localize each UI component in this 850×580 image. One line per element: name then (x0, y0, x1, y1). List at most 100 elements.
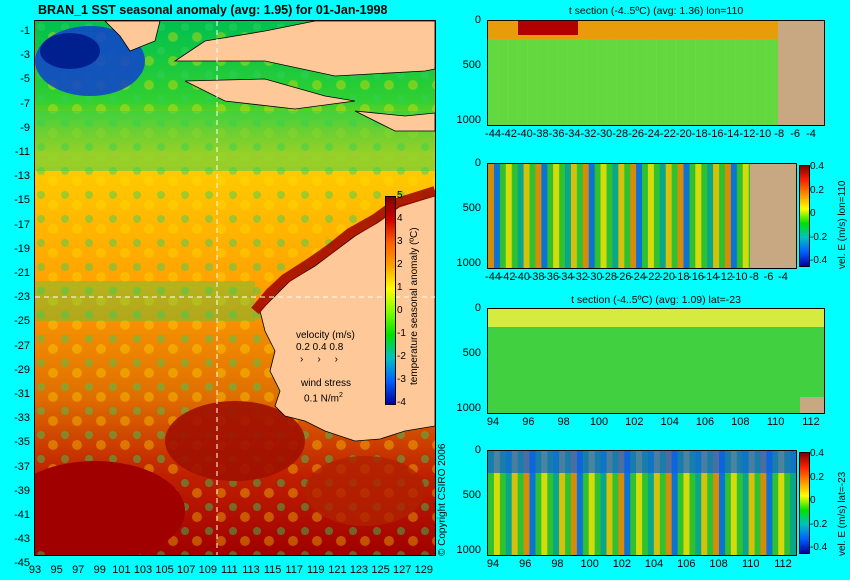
section-x-tick: -24 (630, 271, 646, 283)
section-x-tick: -12 (739, 128, 756, 140)
section-x-tick: -30 (596, 128, 613, 140)
section-x-tick: -36 (543, 271, 559, 283)
section-colorbar-label: vel. E (m/s) lat=-23 (837, 471, 848, 556)
map-x-tick: 101 (112, 564, 131, 576)
map-colorbar-tick: 4 (397, 213, 403, 224)
map-y-tick: -41 (14, 509, 30, 521)
section-y-tick: 1000 (456, 544, 481, 556)
section-y-tick: 0 (474, 444, 481, 456)
map-y-tick: -33 (14, 412, 30, 425)
section-colorbar-tick: -0.4 (810, 542, 828, 553)
section-x-tick: 96 (519, 558, 532, 570)
section-x-tick: 106 (695, 416, 715, 428)
section-x-tick: -8 (774, 128, 785, 140)
sst-map-svg (35, 21, 435, 555)
section-svg (488, 21, 824, 125)
section-y-tick: 0 (474, 302, 481, 314)
sumatra-land (104, 21, 161, 52)
map-y-tick: -9 (20, 121, 30, 134)
section-y-tick: 1000 (456, 402, 481, 414)
section-x-tick: 94 (486, 416, 500, 428)
section-x-tick: 102 (612, 558, 632, 570)
warm-anomaly-patch (35, 461, 185, 555)
section-x-tick: 96 (522, 416, 535, 428)
section-x-tick: -40 (516, 128, 533, 140)
map-x-tick: 119 (307, 564, 325, 576)
map-y-tick: -43 (14, 533, 30, 546)
section-x-tick: -6 (790, 128, 800, 140)
section-x-tick: 94 (486, 558, 500, 570)
section-x-tick: -32 (580, 128, 597, 140)
map-y-tick: -35 (14, 436, 30, 449)
section-plot (487, 163, 797, 269)
map-y-tick: -7 (20, 97, 30, 110)
section-x-tick: -36 (548, 128, 565, 140)
map-x-tick: 117 (285, 564, 303, 576)
map-colorbar-label: temperature seasonal anomaly (ºC) (409, 227, 420, 385)
section-x-tick: -42 (499, 271, 516, 283)
section-x-tick: -18 (691, 128, 708, 140)
map-x-tick: 127 (393, 564, 412, 576)
section-colorbar-tick: 0.4 (810, 448, 824, 459)
section-x-tick: -30 (586, 271, 603, 283)
map-x-tick: 105 (155, 564, 174, 576)
map-y-tick: -3 (20, 49, 30, 62)
section-y-tick: 500 (462, 59, 481, 71)
section-y-tick: 1000 (456, 257, 481, 269)
map-colorbar-tick: -4 (397, 397, 406, 408)
sst-anomaly-map (34, 20, 436, 556)
panel-title: t section (-4..5ºC) (avg: 1.09) lat=-23 (571, 294, 741, 306)
map-colorbar-tick: 2 (397, 259, 403, 270)
section-x-tick: 110 (741, 558, 760, 570)
section-x-tick: -4 (778, 271, 788, 283)
section-x-tick: -12 (717, 271, 733, 283)
section-colorbar-tick: -0.2 (810, 231, 828, 243)
section-svg (488, 451, 796, 555)
map-y-tick: -31 (14, 388, 30, 400)
section-x-tick: 100 (589, 416, 609, 428)
section-colorbar-tick: 0.2 (810, 471, 824, 483)
section-y-tick: 500 (462, 347, 481, 359)
section-x-tick: 98 (551, 558, 564, 570)
section-land-mask (750, 164, 796, 268)
section-x-tick: -38 (528, 271, 545, 283)
map-colorbar-tick: -3 (397, 374, 406, 385)
map-y-tick: -5 (20, 73, 30, 86)
section-x-tick: -24 (644, 128, 660, 140)
map-y-tick: -39 (14, 484, 30, 497)
section-plot (487, 450, 797, 556)
section-colorbar-tick: -0.4 (810, 255, 828, 266)
map-colorbar-tick: 5 (397, 190, 403, 201)
map-x-tick: 93 (28, 564, 42, 576)
map-y-tick: -23 (14, 291, 30, 304)
section-x-tick: -10 (755, 128, 772, 140)
section-colorbar-tick: 0 (810, 495, 816, 506)
section-x-tick: 104 (660, 416, 679, 428)
section-x-tick: -16 (688, 271, 704, 283)
section-x-tick: 104 (644, 558, 664, 570)
map-colorbar-tick: -1 (397, 328, 406, 339)
map-y-tick: -27 (14, 339, 30, 352)
section-colorbar-tick: 0.2 (810, 184, 824, 196)
map-x-tick: 121 (328, 564, 347, 576)
section-colorbar-tick: -0.2 (810, 518, 828, 530)
section-x-tick: -34 (564, 128, 581, 140)
section-x-tick: 108 (709, 558, 728, 570)
velocity-legend-arrows: ››› (300, 354, 352, 365)
section-x-tick: 98 (557, 416, 570, 428)
map-x-tick: 125 (371, 564, 390, 576)
section-x-tick: -14 (723, 128, 740, 140)
map-x-tick: 103 (133, 564, 153, 576)
map-x-tick: 111 (221, 564, 238, 576)
map-y-tick: -17 (14, 218, 30, 231)
section-colorbar (799, 452, 810, 554)
section-x-tick: -34 (557, 271, 574, 283)
section-x-tick: -18 (673, 271, 690, 283)
panel-title: t section (-4..5ºC) (avg: 1.36) lon=110 (568, 5, 744, 17)
map-y-tick: -19 (14, 242, 30, 255)
map-x-tick: 97 (72, 564, 85, 576)
section-land-mask (778, 21, 824, 125)
map-y-tick: -21 (14, 267, 30, 279)
map-x-tick: 129 (414, 564, 433, 576)
section-x-tick: 110 (766, 416, 785, 428)
